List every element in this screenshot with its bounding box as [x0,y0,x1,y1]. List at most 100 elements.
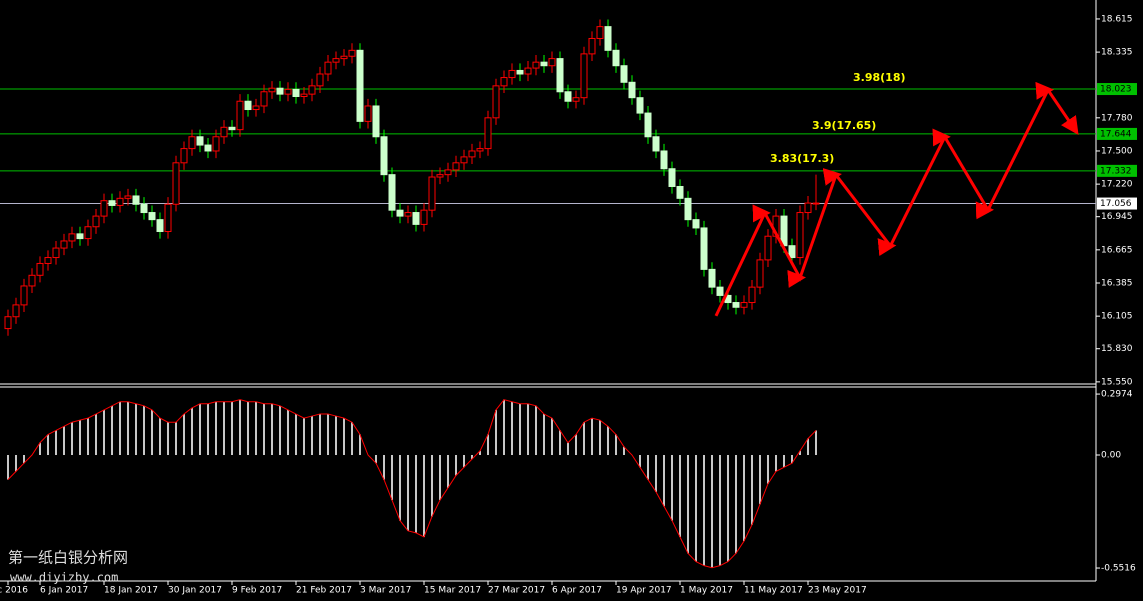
candle-body [804,202,812,214]
candle-body [740,302,748,308]
candle-body [220,126,228,138]
candle-body [148,212,156,221]
candle-body [404,212,412,217]
candle-body [228,126,236,131]
candle-body [612,49,620,67]
candle-body [812,202,820,205]
candle-body [236,100,244,131]
y-tick-label: 17.780 [1101,113,1133,123]
y-tick-label: 16.105 [1101,312,1133,322]
candle-body [60,240,68,249]
x-tick-label: 1 May 2017 [680,586,733,596]
x-tick-label: 6 Jan 2017 [40,586,88,596]
annotation: 3.9(17.65) [812,119,876,132]
candle-body [252,105,260,111]
x-tick-label: 27 Mar 2017 [488,586,545,596]
y-tick-label: 16.665 [1101,245,1133,255]
candle-body [460,156,468,164]
x-tick-label: Dec 2016 [0,586,28,596]
watermark-title: 第一纸白银分析网 [8,549,128,567]
level-label: 18.023 [1100,85,1132,95]
candle-body [300,93,308,98]
candle-body [260,91,268,107]
candle-body [76,233,84,240]
candle-body [596,26,604,39]
candle-body [388,174,396,211]
candle-body [420,209,428,225]
candle-body [780,215,788,247]
candle-body [508,69,516,79]
candle-body [332,58,340,63]
candle-body [4,316,12,330]
y-tick-label: -0.5516 [1101,564,1136,574]
candle-body [708,268,716,288]
candle-body [476,148,484,152]
annotation: 3.98(18) [853,71,906,84]
candle-body [308,85,316,95]
watermark-url: www.diyizby.com [10,571,118,585]
level-label-box [1097,197,1137,210]
candle-body [684,197,692,221]
candle-body [492,85,500,119]
level-label-box [1097,164,1137,177]
y-tick-label: 17.500 [1101,146,1133,156]
candle-body [452,162,460,171]
y-tick-label: 15.550 [1101,377,1133,387]
x-tick-label: 9 Feb 2017 [232,586,282,596]
candle-body [20,285,28,306]
candle-body [316,73,324,87]
candle-body [620,65,628,83]
x-tick-label: 18 Jan 2017 [104,586,158,596]
candle-body [500,77,508,87]
candle-body [140,203,148,214]
candle-body [636,97,644,114]
x-tick-label: 11 May 2017 [744,586,803,596]
candle-body [676,185,684,199]
candle-body [292,88,300,98]
candle-body [372,105,380,138]
level-label: 17.644 [1100,129,1132,139]
candle-body [628,81,636,99]
level-label-box [1097,83,1137,96]
candle-body [132,195,140,205]
level-label-box [1097,127,1137,140]
candle-body [52,247,60,259]
candle-body [12,304,20,318]
candle-body [188,136,196,150]
y-tick-label: 16.385 [1101,278,1133,288]
candle-body [444,169,452,176]
candle-body [428,176,436,211]
candle-body [412,212,420,225]
x-tick-label: 23 May 2017 [808,586,867,596]
candle-body [556,58,564,93]
y-tick-label: 18.615 [1101,14,1133,24]
candle-body [644,112,652,138]
candle-body [396,209,404,217]
candle-body [156,219,164,232]
candle-body [36,262,44,276]
candle-body [268,87,276,93]
candle-body [348,49,356,57]
candle-body [700,227,708,270]
x-tick-label: 3 Mar 2017 [360,586,411,596]
candle-body [788,245,796,259]
x-tick-label: 15 Mar 2017 [424,586,481,596]
candle-body [68,233,76,242]
candle-body [532,61,540,69]
candle-body [284,88,292,95]
candle-body [484,117,492,150]
candle-body [668,168,676,187]
candle-body [588,37,596,55]
candle-body [204,144,212,152]
candle-body [108,200,116,206]
candle-body [548,58,556,67]
x-tick-label: 30 Jan 2017 [168,586,222,596]
candle-body [324,61,332,75]
candle-body [564,91,572,102]
x-tick-label: 21 Feb 2017 [296,586,352,596]
level-label: 17.332 [1100,166,1132,176]
y-tick-label: 17.220 [1101,180,1133,190]
